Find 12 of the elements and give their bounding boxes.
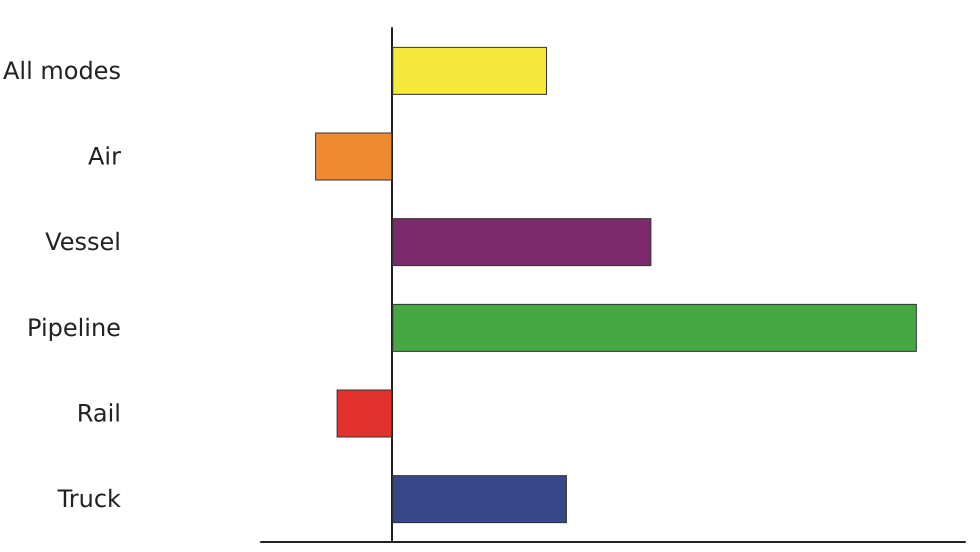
y-tick-label: Pipeline (27, 314, 121, 342)
y-tick-label: Air (88, 142, 122, 170)
bar (392, 475, 567, 524)
y-tick-label: Rail (76, 400, 121, 428)
y-tick-label: All modes (2, 56, 121, 85)
bar (315, 132, 392, 180)
bar (336, 390, 392, 438)
bar (392, 46, 547, 95)
y-tick-label: Truck (56, 485, 122, 514)
bar (392, 304, 917, 352)
y-tick-label: Vessel (45, 228, 121, 256)
bar (392, 218, 652, 266)
